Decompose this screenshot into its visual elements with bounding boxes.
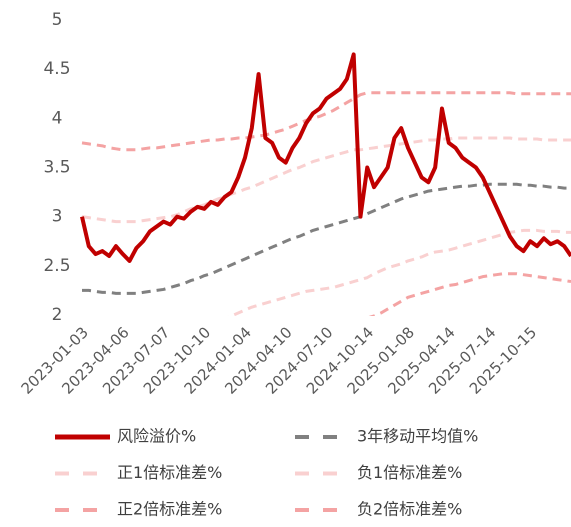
series-line: [227, 228, 571, 316]
series-line: [81, 136, 571, 224]
y-tick-label: 2: [52, 305, 63, 325]
legend-label: 正2倍标准差%: [117, 500, 222, 519]
series-line: [82, 182, 571, 295]
legend-label: 正1倍标准差%: [117, 463, 222, 482]
y-tick-label: 4.5: [43, 59, 70, 79]
y-tick-label: 5: [52, 10, 63, 30]
series-line: [80, 52, 571, 263]
legend-label: 风险溢价%: [117, 427, 196, 446]
series-line: [81, 91, 571, 152]
plot-area: [80, 52, 571, 316]
legend-label: 3年移动平均值%: [357, 427, 478, 446]
y-tick-label: 2.5: [43, 256, 70, 276]
y-tick-label: 3: [52, 207, 63, 227]
legend-label: 负1倍标准差%: [357, 463, 462, 482]
y-tick-label: 4: [52, 108, 63, 128]
y-tick-label: 3.5: [43, 158, 70, 178]
legend-label: 负2倍标准差%: [357, 500, 462, 519]
